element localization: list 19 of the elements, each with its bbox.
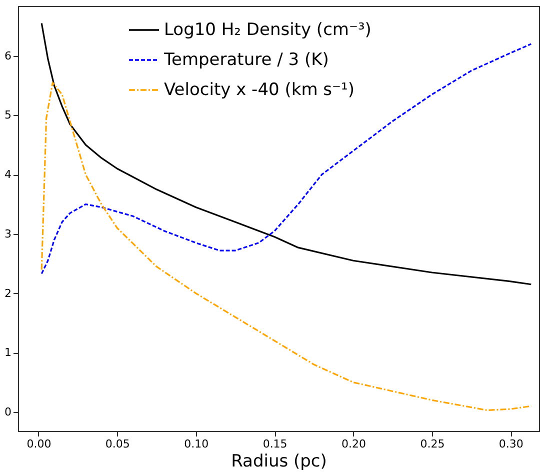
y-tick-label: 1 bbox=[4, 346, 12, 360]
x-tick-label: 0.10 bbox=[184, 438, 209, 450]
x-tick-label: 0.25 bbox=[420, 438, 445, 450]
x-axis-title: Radius (pc) bbox=[231, 452, 327, 472]
legend-label: Log10 H₂ Density (cm⁻³) bbox=[164, 20, 372, 40]
y-tick-label: 6 bbox=[4, 49, 12, 62]
y-tick-label: 3 bbox=[4, 227, 12, 240]
legend-label: Velocity x -40 (km s⁻¹) bbox=[164, 80, 354, 100]
x-tick-label: 0.30 bbox=[498, 438, 524, 450]
y-tick-label: 5 bbox=[4, 108, 12, 122]
line-series bbox=[40, 82, 532, 412]
y-tick-label: 0 bbox=[4, 406, 12, 419]
x-tick-label: 0.15 bbox=[262, 438, 288, 450]
x-tick-label: 0.05 bbox=[105, 438, 130, 450]
x-tick-label: 0.00 bbox=[26, 438, 52, 450]
x-tick-label: 0.20 bbox=[342, 438, 366, 450]
y-tick-label: 2 bbox=[4, 286, 12, 300]
y-tick-label: 4 bbox=[4, 168, 12, 182]
legend-label: Temperature / 3 (K) bbox=[163, 50, 329, 70]
